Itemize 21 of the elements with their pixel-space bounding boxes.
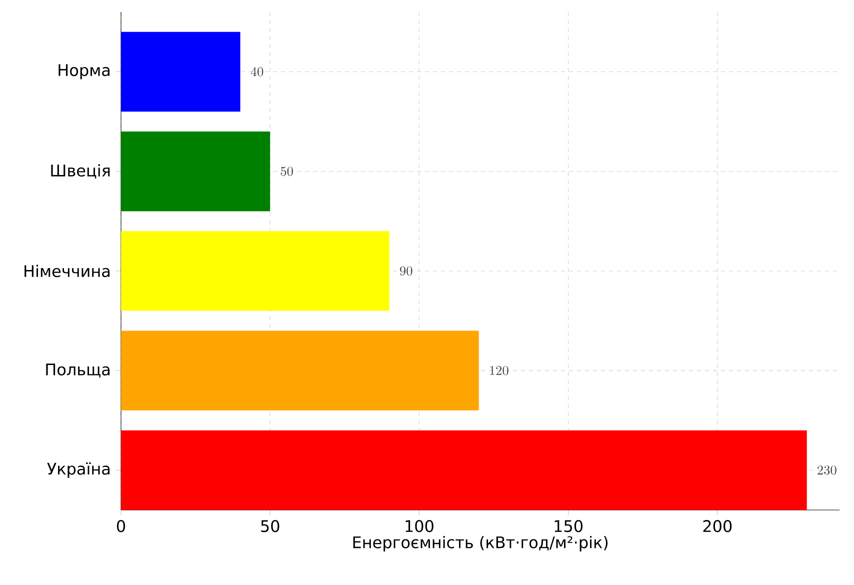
- x-tick-label: 50: [261, 520, 280, 532]
- x-tick-label: 0: [116, 520, 126, 532]
- data-label: 50: [280, 166, 293, 176]
- x-tick-label: 100: [406, 520, 434, 532]
- y-tick-label: Україна: [47, 462, 110, 478]
- x-tick-label: 200: [703, 520, 732, 532]
- data-label: 120: [490, 366, 508, 376]
- bar: [121, 231, 390, 311]
- bar: [121, 132, 270, 212]
- x-axis-title: Енергоємність (кВт·год/м²·рік): [353, 536, 608, 552]
- data-label: 90: [400, 266, 412, 276]
- bar: [121, 430, 807, 510]
- x-tick-label: 150: [554, 520, 582, 532]
- y-tick-label: Норма: [58, 64, 110, 80]
- data-label: 230: [818, 466, 836, 475]
- bar: [121, 32, 240, 112]
- bar: [121, 330, 479, 410]
- data-label: 40: [250, 67, 264, 76]
- y-tick-label: Швеція: [51, 164, 110, 179]
- y-tick-label: Польща: [46, 364, 110, 378]
- y-tick-label: Німеччина: [24, 264, 110, 278]
